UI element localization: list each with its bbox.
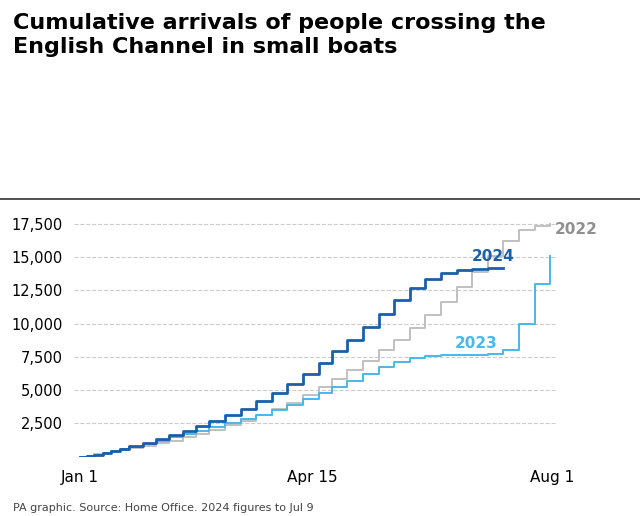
Text: Cumulative arrivals of people crossing the
English Channel in small boats: Cumulative arrivals of people crossing t… [13, 13, 545, 57]
Text: 2022: 2022 [555, 221, 598, 236]
Text: 2023: 2023 [454, 336, 497, 351]
Text: 2024: 2024 [472, 249, 515, 265]
Text: PA graphic. Source: Home Office. 2024 figures to Jul 9: PA graphic. Source: Home Office. 2024 fi… [13, 504, 314, 513]
